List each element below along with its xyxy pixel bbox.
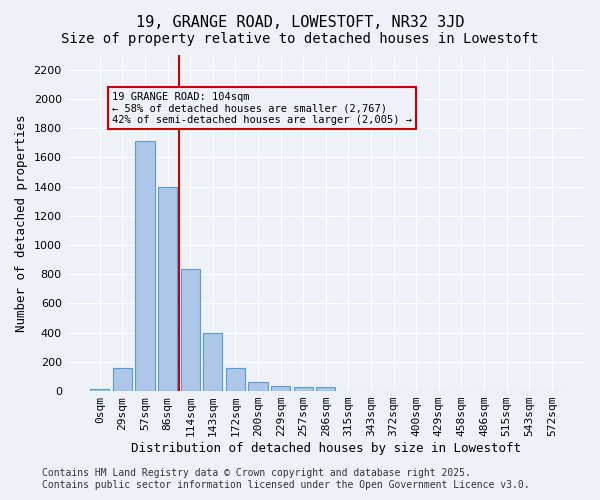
- Bar: [293, 388, 313, 391]
- X-axis label: Distribution of detached houses by size in Lowestoft: Distribution of detached houses by size …: [131, 442, 521, 455]
- Y-axis label: Number of detached properties: Number of detached properties: [15, 114, 28, 332]
- Bar: [113, 368, 132, 391]
- Text: Size of property relative to detached houses in Lowestoft: Size of property relative to detached ho…: [61, 32, 539, 46]
- Bar: [226, 368, 245, 391]
- Bar: [316, 388, 335, 391]
- Bar: [203, 332, 223, 391]
- Bar: [136, 141, 155, 391]
- Bar: [90, 389, 109, 391]
- Text: Contains HM Land Registry data © Crown copyright and database right 2025.
Contai: Contains HM Land Registry data © Crown c…: [42, 468, 530, 490]
- Text: 19, GRANGE ROAD, LOWESTOFT, NR32 3JD: 19, GRANGE ROAD, LOWESTOFT, NR32 3JD: [136, 15, 464, 30]
- Bar: [181, 269, 200, 391]
- Bar: [248, 382, 268, 391]
- Bar: [271, 386, 290, 391]
- Bar: [158, 186, 177, 391]
- Text: 19 GRANGE ROAD: 104sqm
← 58% of detached houses are smaller (2,767)
42% of semi-: 19 GRANGE ROAD: 104sqm ← 58% of detached…: [112, 92, 412, 124]
